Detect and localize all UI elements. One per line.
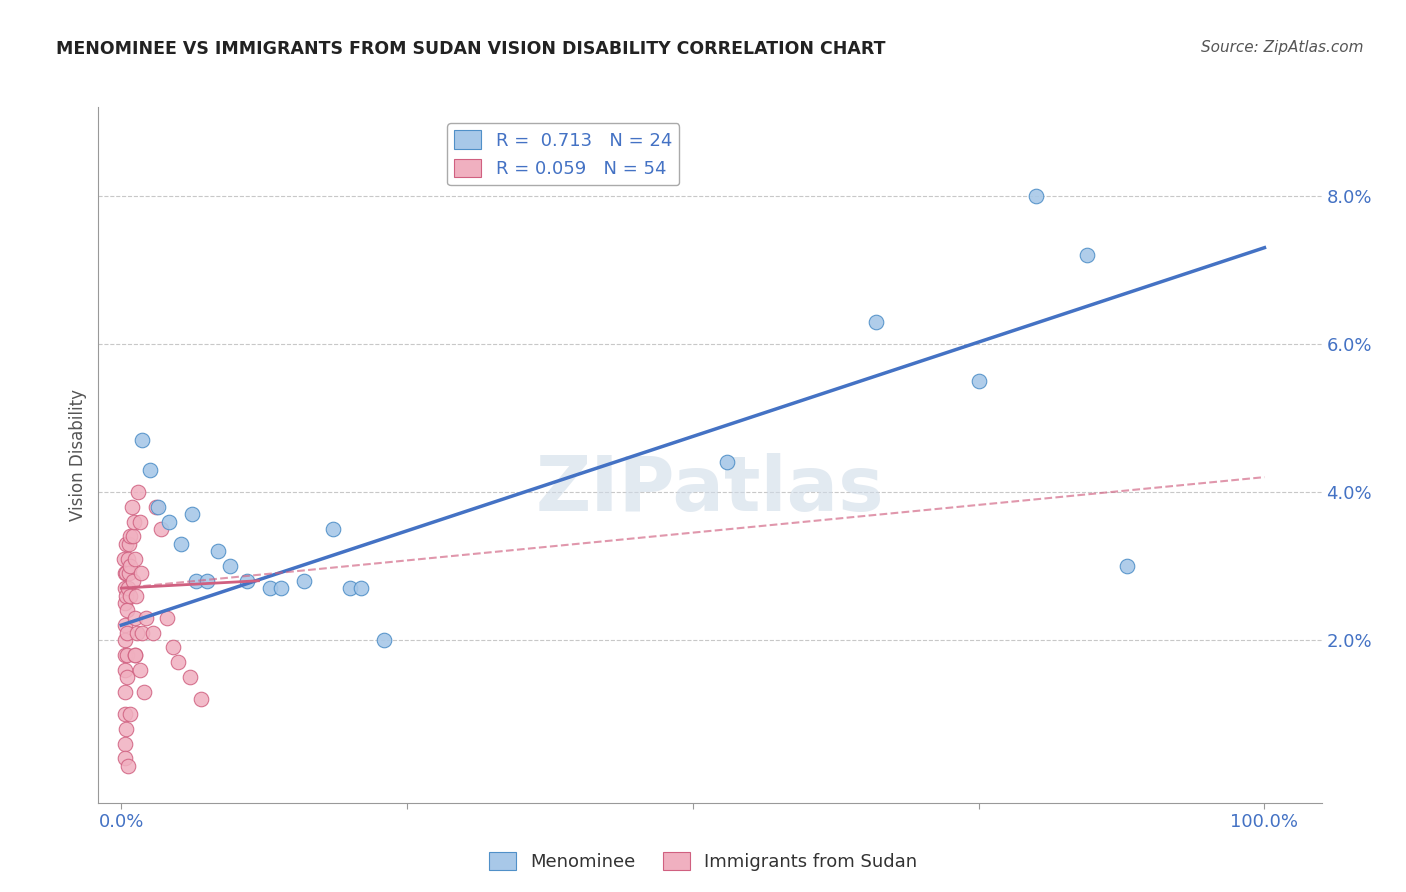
Point (122, 515, 145, 529)
Point (322, 522, 344, 536)
Point (865, 315, 887, 329)
Point (125, 589, 148, 603)
Point (120, 706, 142, 721)
Point (124, 648, 146, 662)
Text: ZIPatlas: ZIPatlas (536, 453, 884, 526)
Point (121, 529, 143, 543)
Point (114, 648, 136, 662)
Point (270, 581, 292, 595)
Point (115, 537, 138, 551)
Legend: R =  0.713   N = 24, R = 0.059   N = 54: R = 0.713 N = 24, R = 0.059 N = 54 (447, 123, 679, 186)
Point (118, 566, 141, 581)
Point (139, 463, 162, 477)
Point (150, 522, 173, 536)
Y-axis label: Vision Disability: Vision Disability (69, 389, 87, 521)
Point (124, 611, 146, 625)
Point (114, 685, 136, 699)
Point (292, 574, 315, 588)
Point (146, 500, 169, 514)
Point (134, 685, 156, 699)
Point (131, 433, 153, 447)
Point (124, 648, 146, 662)
Point (236, 574, 259, 588)
Point (145, 500, 167, 514)
Point (115, 670, 138, 684)
Point (184, 574, 207, 588)
Point (190, 692, 212, 706)
Point (219, 558, 242, 573)
Text: Source: ZipAtlas.com: Source: ZipAtlas.com (1201, 40, 1364, 55)
Point (120, 589, 142, 603)
Point (115, 648, 138, 662)
Point (114, 596, 136, 610)
Point (195, 574, 218, 588)
Point (716, 455, 738, 469)
Text: MENOMINEE VS IMMIGRANTS FROM SUDAN VISION DISABILITY CORRELATION CHART: MENOMINEE VS IMMIGRANTS FROM SUDAN VISIO… (56, 40, 886, 58)
Point (350, 581, 373, 595)
Point (127, 484, 149, 499)
Point (120, 558, 142, 573)
Point (117, 551, 139, 566)
Point (156, 611, 179, 625)
Point (1025, 189, 1047, 203)
Point (162, 640, 184, 655)
Point (179, 670, 201, 684)
Legend: Menominee, Immigrants from Sudan: Menominee, Immigrants from Sudan (481, 845, 925, 879)
Point (373, 632, 395, 647)
Point (115, 625, 138, 640)
Point (114, 632, 136, 647)
Point (114, 751, 136, 765)
Point (114, 737, 136, 751)
Point (167, 655, 190, 669)
Point (170, 537, 193, 551)
Point (967, 374, 990, 388)
Point (131, 625, 153, 640)
Point (128, 663, 150, 677)
Point (181, 507, 204, 521)
Point (114, 663, 136, 677)
Point (117, 759, 139, 773)
Point (1116, 558, 1139, 573)
Point (1076, 248, 1098, 262)
Point (259, 581, 281, 595)
Point (114, 566, 136, 581)
Point (120, 529, 142, 543)
Point (118, 537, 141, 551)
Point (157, 515, 180, 529)
Point (128, 515, 150, 529)
Point (115, 603, 138, 617)
Point (114, 706, 136, 721)
Point (115, 722, 138, 736)
Point (207, 544, 229, 558)
Point (124, 551, 146, 566)
Point (339, 581, 361, 595)
Point (127, 625, 149, 640)
Point (117, 581, 139, 595)
Point (129, 566, 152, 581)
Point (121, 574, 143, 588)
Point (135, 611, 157, 625)
Point (112, 551, 135, 566)
Point (142, 625, 165, 640)
Point (121, 500, 143, 514)
Point (114, 618, 136, 632)
Point (115, 566, 138, 581)
Point (114, 581, 136, 595)
Point (115, 589, 138, 603)
